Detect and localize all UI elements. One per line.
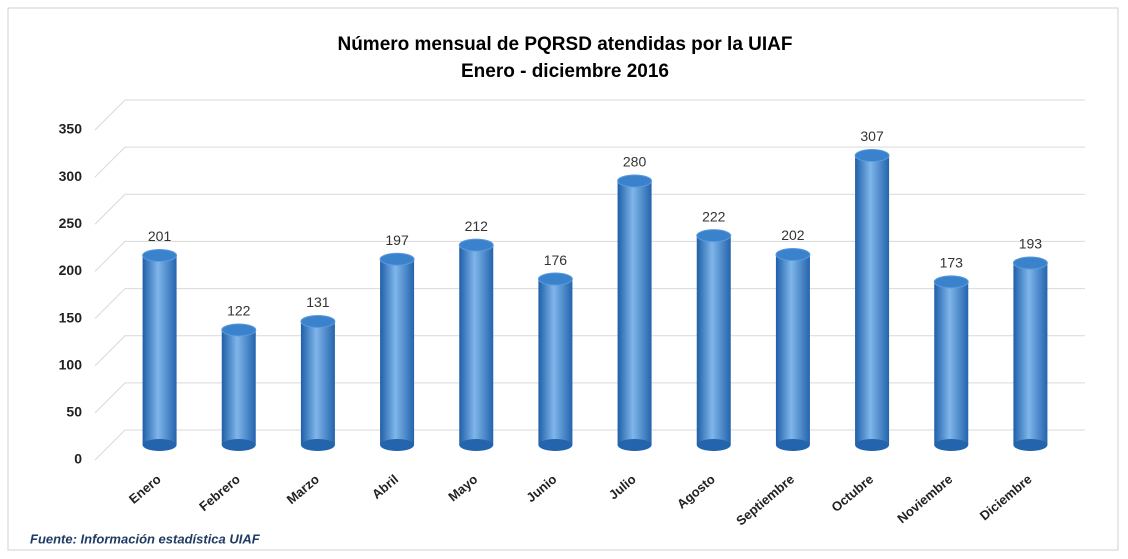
bar — [617, 181, 652, 445]
bar-top — [854, 149, 890, 163]
y-tick-label: 250 — [59, 215, 83, 231]
x-tick-label: Diciembre — [977, 471, 1035, 523]
x-tick-label: Septiembre — [733, 471, 797, 528]
x-tick-label: Julio — [606, 471, 639, 502]
bar — [221, 329, 256, 445]
bar-base — [696, 439, 731, 451]
bar-top — [300, 314, 336, 328]
bar-base — [934, 439, 969, 451]
bar — [459, 245, 494, 445]
value-label: 202 — [781, 227, 805, 243]
bar-top — [379, 252, 415, 266]
y-tick-label: 300 — [59, 168, 83, 184]
x-tick-label: Octubre — [828, 471, 876, 515]
grid-line — [94, 382, 1085, 414]
bar — [538, 279, 573, 445]
bar-base — [459, 439, 494, 451]
y-tick-label: 100 — [59, 356, 83, 372]
bar — [775, 254, 810, 445]
value-label: 131 — [306, 294, 330, 310]
value-label: 201 — [148, 228, 172, 244]
source-note: Fuente: Información estadística UIAF — [30, 531, 261, 546]
chart-subtitle: Enero - diciembre 2016 — [461, 61, 669, 82]
value-label: 122 — [227, 303, 251, 319]
bar-top — [696, 229, 732, 243]
value-label: 197 — [385, 232, 409, 248]
bar — [380, 259, 415, 445]
x-tick-label: Agosto — [674, 471, 718, 511]
value-label: 280 — [623, 154, 647, 170]
bar-base — [380, 439, 415, 451]
bar-top — [458, 238, 494, 252]
chart-frame — [7, 7, 1119, 551]
bar-top — [142, 248, 178, 262]
bar-base — [538, 439, 573, 451]
value-label: 173 — [940, 255, 964, 271]
bar-base — [142, 439, 177, 451]
value-label: 176 — [544, 252, 568, 268]
x-tick-label: Enero — [126, 471, 164, 506]
y-tick-label: 50 — [66, 404, 82, 420]
x-tick-label: Marzo — [284, 471, 322, 507]
y-tick-label: 350 — [59, 121, 83, 137]
bar — [855, 155, 890, 446]
x-tick-label: Abril — [369, 471, 401, 502]
bar-top — [775, 248, 811, 262]
grid-line — [94, 429, 1085, 461]
grid-line — [94, 193, 1085, 225]
bar-top — [1012, 256, 1048, 270]
bar — [142, 255, 177, 445]
bar-top — [221, 323, 257, 337]
bar — [300, 321, 335, 445]
y-tick-label: 150 — [59, 309, 83, 325]
bar-top — [537, 272, 573, 286]
bar-top — [617, 174, 653, 188]
grid-line — [94, 240, 1085, 272]
chart-title: Número mensual de PQRSD atendidas por la… — [337, 34, 792, 55]
bar-base — [221, 439, 256, 451]
x-tick-label: Febrero — [196, 471, 243, 514]
y-tick-label: 0 — [74, 451, 82, 467]
value-label: 193 — [1019, 236, 1043, 252]
value-label: 222 — [702, 208, 726, 224]
bar-base — [300, 439, 335, 451]
x-tick-label: Mayo — [445, 471, 480, 504]
bar-top — [933, 275, 969, 289]
bar-base — [1013, 439, 1048, 451]
bar-base — [617, 439, 652, 451]
grid-line — [94, 99, 1085, 131]
value-label: 307 — [860, 128, 884, 144]
grid-line — [94, 288, 1085, 319]
grid-line — [94, 335, 1085, 367]
bar-base — [775, 439, 810, 451]
bar — [1013, 263, 1048, 445]
x-tick-label: Junio — [523, 471, 559, 505]
grid-line — [94, 146, 1085, 178]
bar — [934, 281, 969, 445]
bar-base — [855, 439, 890, 451]
y-tick-label: 200 — [59, 262, 83, 278]
x-tick-label: Noviembre — [894, 471, 955, 526]
value-label: 212 — [465, 218, 489, 234]
bar — [696, 235, 731, 445]
